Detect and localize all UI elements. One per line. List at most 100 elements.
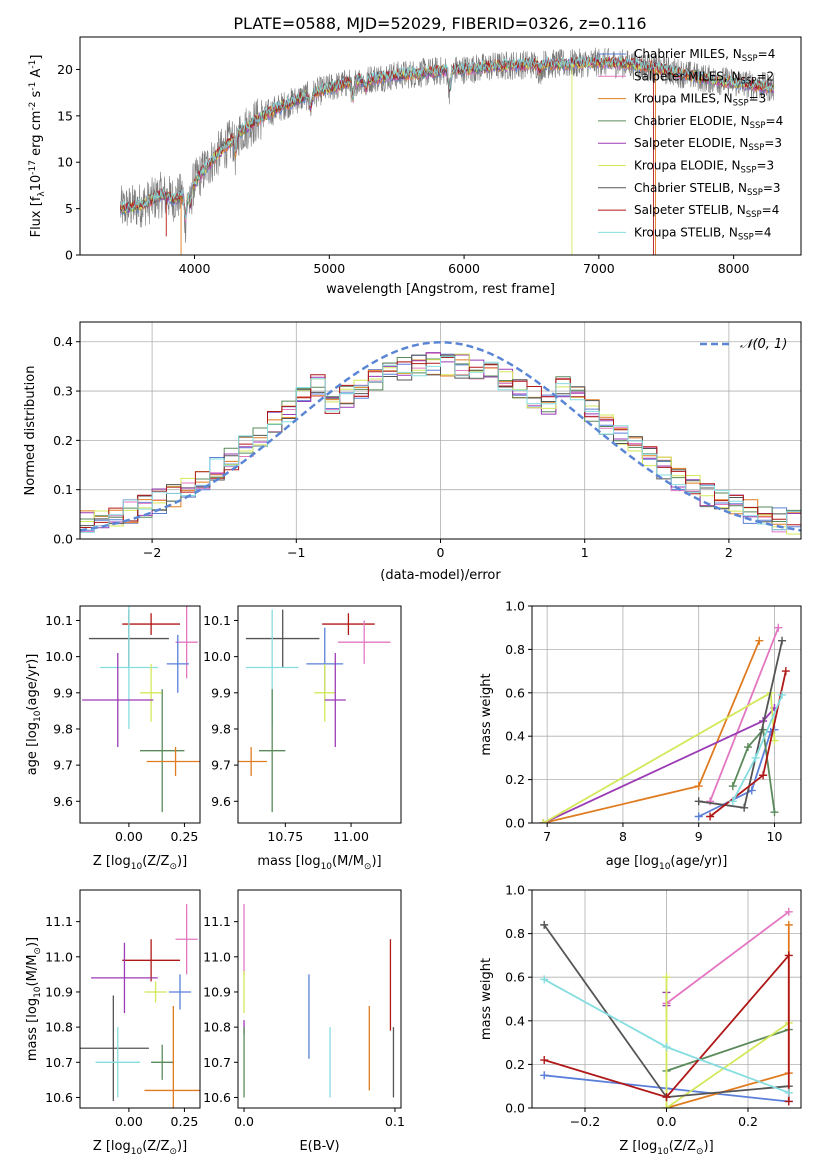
weight-vs-age-grid [532,605,801,824]
age-vs-mass-xtick-label-0: 10.75 [267,829,303,844]
spectrum-legend-label-7: Salpeter STELIB, NSSP=4 [634,203,779,220]
weight-vs-age-series-3-marker-0 [728,782,737,791]
mass-vs-ebv-ytick-label-3: 10.9 [203,984,231,999]
weight-vs-z-series-7-marker-0 [540,1056,549,1065]
weight-vs-z-series-7-marker-1 [662,1093,671,1102]
residuals-panel: 𝒩(0, 1) −2 −1 0 1 2 0.0 0.1 0.2 0.3 0.4 (data-model… [23,321,802,583]
mass-vs-z-point-3 [144,981,167,1003]
residuals-xtick-label-2: 0 [437,545,445,560]
spectrum-xtick-label-1: 5000 [313,261,345,276]
mass-vs-ebv-plot-area [243,904,395,1098]
weight-vs-age-series-1-marker-0 [706,797,715,806]
weight-vs-metallicity-panel: −0.2 0.0 0.2 0.0 0.2 0.4 0.6 0.8 1.0 Z [log10​(Z/… [479,883,802,1157]
weight-vs-age-xlabel: age [log10​(age/yr)] [606,854,728,872]
weight-vs-age-ytick-label-5: 1.0 [505,599,525,614]
age-vs-z-point-5 [140,663,163,722]
age-vs-z-point-3 [166,634,189,693]
mass-vs-z-point-8 [144,1006,200,1108]
age-vs-mass-panel: 10.75 11.00 9.6 9.7 9.8 9.9 10.0 10.1 mass [log1… [203,605,402,872]
residuals-xtick-label-1: −1 [287,545,305,560]
weight-vs-z-series-2-marker-2 [784,920,793,929]
residuals-xlabel: (data-model)/error [380,568,501,583]
spectrum-legend-label-0: Chabrier MILES, NSSP=4 [634,47,775,64]
spectrum-ytick-label-3: 15 [57,108,73,123]
mass-vs-z-xtick-label-1: 0.25 [171,1114,199,1129]
weight-vs-z-series-0-marker-0 [540,1071,549,1080]
weight-vs-z-series-7-marker-3 [784,1097,793,1106]
age-vs-z-ytick-label-3: 9.9 [53,685,73,700]
mass-vs-z-ytick-label-4: 11.0 [45,949,73,964]
weight-vs-age-series-7-marker-0 [706,812,715,821]
age-vs-mass-xlabel: mass [log10​(M/M⊙​)] [257,854,381,872]
residuals-ytick-label-0: 0.0 [53,532,73,547]
weight-vs-age-series-2-marker-2 [755,636,764,645]
weight-vs-age-series-0-marker-0 [694,812,703,821]
spectrum-xtick-label-2: 6000 [448,261,480,276]
mass-vs-z-point-7 [95,1027,140,1098]
weight-vs-z-xtick-label-1: 0.0 [657,1114,677,1129]
residuals-xtick-label-0: −2 [143,545,161,560]
residuals-ylabel: Normed distribution [23,366,38,496]
spectrum-legend-label-5: Kroupa ELODIE, NSSP=3 [634,159,774,176]
spectrum-legend-label-1: Salpeter MILES, NSSP=2 [634,69,774,86]
age-vs-mass-ytick-label-1: 9.7 [211,758,231,773]
spectrum-model-7 [120,55,775,216]
spectrum-xtick-label-0: 4000 [179,261,211,276]
spectrum-plot-area [120,47,775,255]
weight-vs-age-series-5-marker-0 [539,819,548,823]
age-vs-mass-ytick-label-5: 10.1 [203,613,231,628]
age-vs-mass-frame [237,605,402,824]
age-vs-mass-xtick-label-1: 11.00 [333,829,369,844]
weight-vs-z-xtick-label-2: 0.2 [738,1114,758,1129]
age-vs-mass-ytick-label-4: 10.0 [203,649,231,664]
weight-vs-z-series-8-marker-2 [784,1088,793,1097]
age-vs-mass-ytick-label-0: 9.6 [211,794,231,809]
residuals-plot-area [80,340,801,535]
weight-vs-age-series-7-marker-1 [759,771,768,780]
weight-vs-z-xlabel: Z [log10​(Z/Z⊙​)] [619,1139,713,1157]
weight-vs-z-ytick-label-3: 0.6 [505,970,525,985]
weight-vs-z-xtick-label-0: −0.2 [570,1114,600,1129]
weight-vs-z-series-5 [665,977,790,1108]
age-vs-z-point-2 [175,606,198,679]
age-vs-z-ytick-label-1: 9.7 [53,758,73,773]
weight-vs-z-series-5-marker-1 [662,1104,671,1108]
weight-vs-age-xtick-label-0: 7 [543,829,551,844]
residuals-gaussian [80,340,801,532]
weight-vs-z-series-5-marker-0 [662,973,671,982]
mass-vs-ebv-ytick-label-1: 10.7 [203,1055,231,1070]
spectrum-legend-label-2: Kroupa MILES, NSSP=3 [634,92,766,109]
spectrum-legend-label-8: Kroupa STELIB, NSSP=4 [634,225,772,242]
weight-vs-z-series-6-marker-0 [540,920,549,929]
residuals-xtick-label-4: 2 [725,545,733,560]
weight-vs-age-series-3-marker-1 [743,743,752,752]
weight-vs-age-xtick-label-3: 10 [767,829,783,844]
mass-vs-ebv-frame [237,889,402,1109]
mass-vs-metallicity-panel: 0.00 0.25 10.6 10.7 10.8 10.9 11.0 11.1 Z [log10… [25,889,201,1157]
weight-vs-z-series-2 [666,924,790,1108]
age-vs-mass-plot-area [238,609,391,813]
weight-vs-z-ylabel: mass weight [479,958,494,1040]
age-vs-z-point-6 [82,653,154,748]
age-vs-z-xtick-label-0: 0.00 [115,829,143,844]
age-vs-metallicity-panel: 0.00 0.25 9.6 9.7 9.8 9.9 10.0 10.1 Z [log10​(Z/… [25,605,201,872]
residuals-hist-8 [80,356,801,533]
age-vs-z-point-1 [122,613,180,635]
age-vs-z-frame [79,605,201,824]
age-vs-mass-point-8 [238,747,267,776]
residuals-ytick-label-4: 0.4 [53,334,73,349]
age-vs-mass-point-0 [245,609,320,668]
residuals-legend-label: 𝒩(0, 1) [740,337,787,352]
weight-vs-z-ytick-label-2: 0.4 [505,1013,525,1028]
weight-vs-age-frame [531,605,802,824]
age-vs-mass-point-5 [314,663,336,722]
mass-vs-z-point-4 [168,974,192,1010]
spectrum-legend: Chabrier MILES, NSSP=4 Salpeter MILES, NS… [598,47,783,242]
weight-vs-z-series-8-marker-0 [540,975,549,984]
weight-vs-age-series-7-marker-2 [781,667,790,676]
residuals-ytick-label-3: 0.3 [53,384,73,399]
mass-vs-z-point-0 [175,904,198,975]
weight-vs-z-series-1-marker-1 [784,907,793,916]
mass-vs-z-xlabel: Z [log10​(Z/Z⊙​)] [93,1139,187,1157]
